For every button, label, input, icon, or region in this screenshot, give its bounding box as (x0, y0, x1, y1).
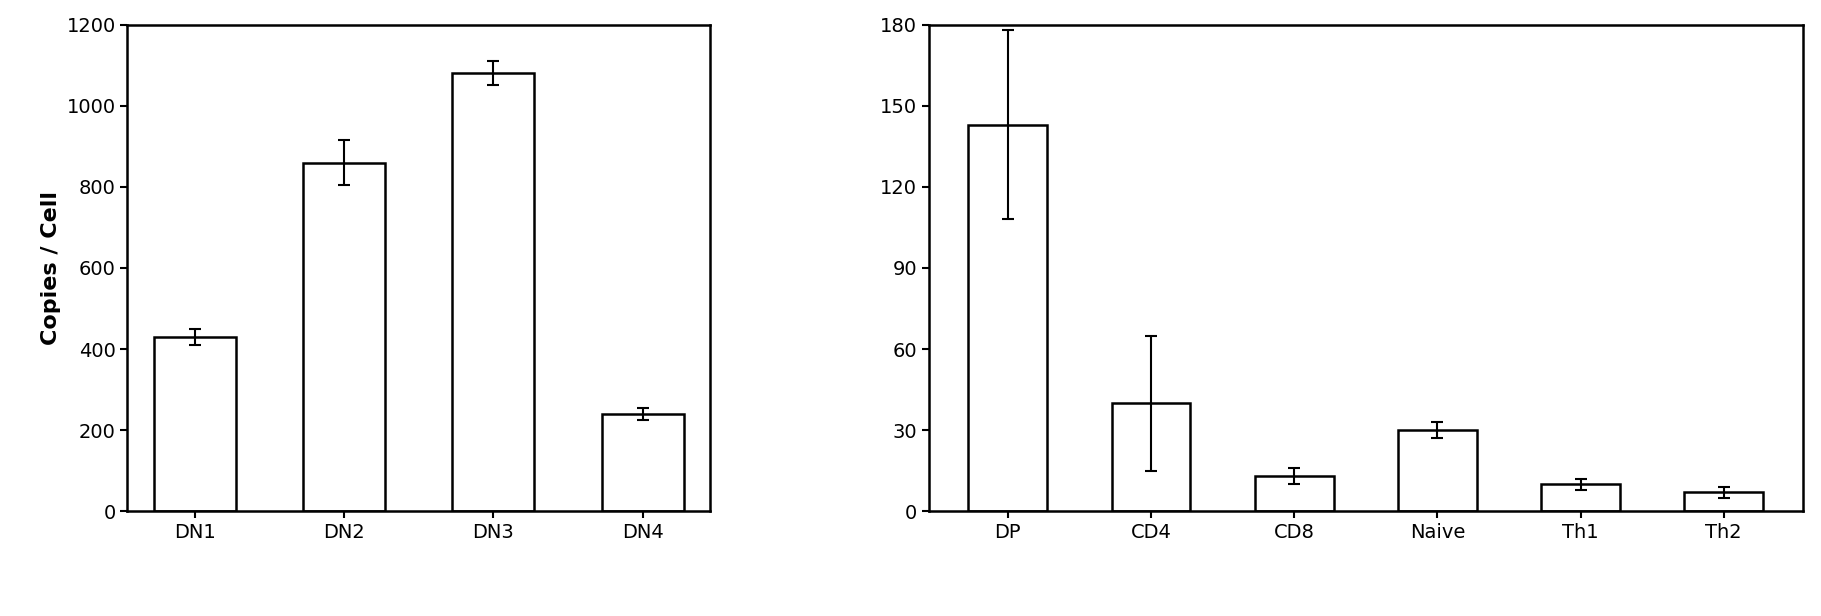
Bar (969, 124, 1047, 511)
Bar (302, 163, 386, 511)
Bar (1684, 492, 1763, 511)
Bar (1255, 476, 1333, 511)
Bar (1399, 430, 1477, 511)
Y-axis label: Copies / Cell: Copies / Cell (40, 191, 60, 345)
Bar (155, 337, 237, 511)
Bar (452, 73, 535, 511)
Bar (1541, 484, 1621, 511)
Bar (1111, 403, 1191, 511)
Bar (601, 414, 683, 511)
